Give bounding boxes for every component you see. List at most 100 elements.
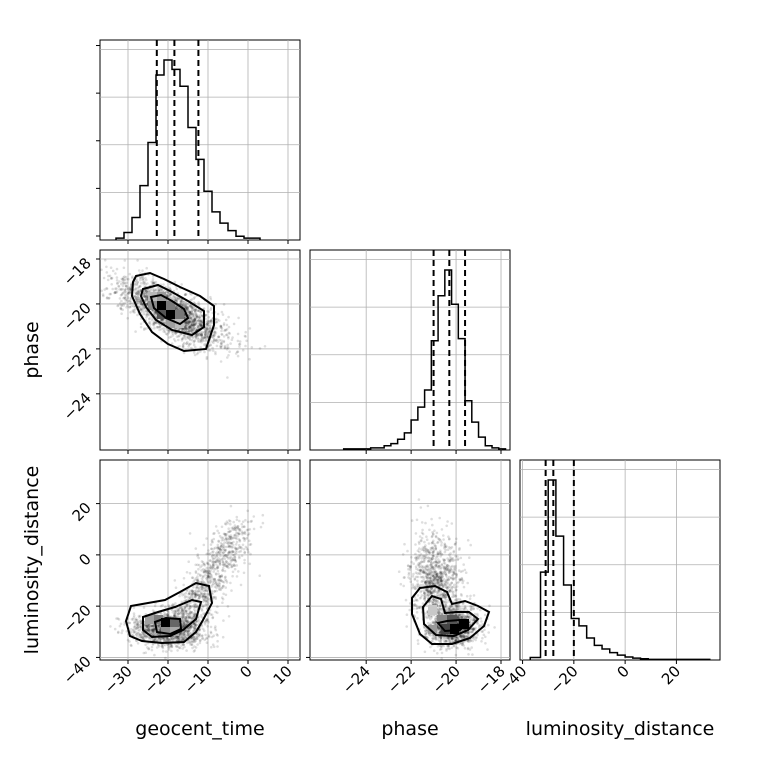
sample-point (217, 540, 221, 543)
sample-point (225, 323, 229, 327)
sample-point (412, 572, 415, 576)
sample-point (235, 518, 239, 522)
sample-point (158, 637, 161, 640)
sample-point (224, 586, 227, 589)
sample-point (143, 280, 146, 284)
sample-point (208, 328, 211, 332)
sample-point (229, 342, 232, 345)
sample-point (192, 312, 195, 316)
sample-point (190, 589, 193, 592)
sample-point (221, 313, 225, 316)
sample-point (190, 317, 193, 320)
sample-point (187, 560, 190, 563)
sample-point (136, 280, 140, 284)
sample-point (167, 291, 171, 295)
sample-point (132, 612, 136, 615)
sample-point (200, 325, 203, 328)
sample-point (159, 319, 163, 322)
sample-point (124, 297, 127, 300)
sample-point (200, 609, 204, 612)
sample-point (208, 329, 211, 333)
sample-point (173, 298, 176, 302)
sample-point (139, 308, 143, 312)
sample-point (199, 574, 202, 578)
sample-point (204, 602, 208, 606)
sample-point (250, 346, 254, 349)
sample-point (158, 325, 161, 329)
sample-point (125, 285, 128, 288)
sample-point (143, 295, 146, 299)
sample-point (120, 299, 123, 303)
sample-point (209, 625, 213, 629)
sample-point (192, 314, 196, 317)
sample-point (153, 321, 156, 325)
sample-point (121, 278, 125, 281)
sample-point (216, 634, 219, 637)
sample-point (150, 648, 154, 652)
sample-point (144, 651, 147, 654)
sample-point (188, 641, 192, 644)
sample-point (144, 283, 148, 286)
sample-point (224, 328, 228, 332)
sample-point (465, 594, 469, 598)
sample-point (204, 326, 208, 330)
sample-point (227, 331, 231, 335)
tick-marks (365, 450, 502, 454)
sample-point (227, 615, 231, 618)
sample-point (161, 319, 164, 323)
sample-point (249, 543, 253, 546)
sample-point (230, 545, 233, 549)
sample-point (126, 304, 129, 307)
sample-point (181, 336, 185, 340)
sample-point (225, 581, 229, 584)
sample-point (476, 607, 479, 610)
sample-point (186, 322, 189, 325)
sample-point (224, 318, 228, 322)
sample-point (222, 323, 226, 327)
sample-point (134, 330, 137, 333)
sample-point (436, 540, 440, 544)
sample-point (217, 572, 220, 576)
sample-point (203, 332, 207, 336)
sample-point (216, 543, 220, 547)
sample-point (135, 292, 138, 295)
sample-point (196, 586, 199, 590)
sample-point (204, 573, 207, 577)
sample-point (128, 640, 131, 643)
sample-point (145, 290, 148, 293)
sample-point (248, 562, 252, 566)
sample-point (187, 342, 191, 346)
sample-point (172, 338, 176, 341)
gridlines (100, 40, 300, 240)
sample-point (182, 608, 185, 611)
sample-point (217, 551, 221, 554)
sample-point (128, 272, 132, 276)
sample-point (214, 525, 218, 528)
sample-point (227, 315, 230, 319)
sample-point (142, 282, 146, 286)
sample-point (223, 557, 227, 561)
sample-point (114, 287, 117, 291)
sample-point (219, 325, 223, 328)
sample-point (120, 293, 124, 297)
sample-point (195, 315, 199, 319)
sample-point (238, 342, 242, 346)
sample-point (118, 297, 122, 300)
sample-point (189, 321, 193, 324)
sample-point (135, 296, 138, 300)
sample-point (220, 310, 224, 314)
sample-point (135, 626, 139, 629)
sample-point (234, 533, 237, 537)
sample-point (212, 334, 215, 338)
sample-point (209, 543, 213, 546)
sample-point (193, 608, 196, 611)
sample-point (155, 321, 158, 325)
sample-point (185, 571, 189, 574)
sample-point (471, 653, 474, 656)
sample-point (203, 588, 207, 591)
sample-point (219, 563, 222, 566)
sample-point (210, 320, 213, 323)
sample-point (187, 326, 191, 329)
sample-point (440, 528, 444, 531)
sample-point (158, 328, 161, 332)
